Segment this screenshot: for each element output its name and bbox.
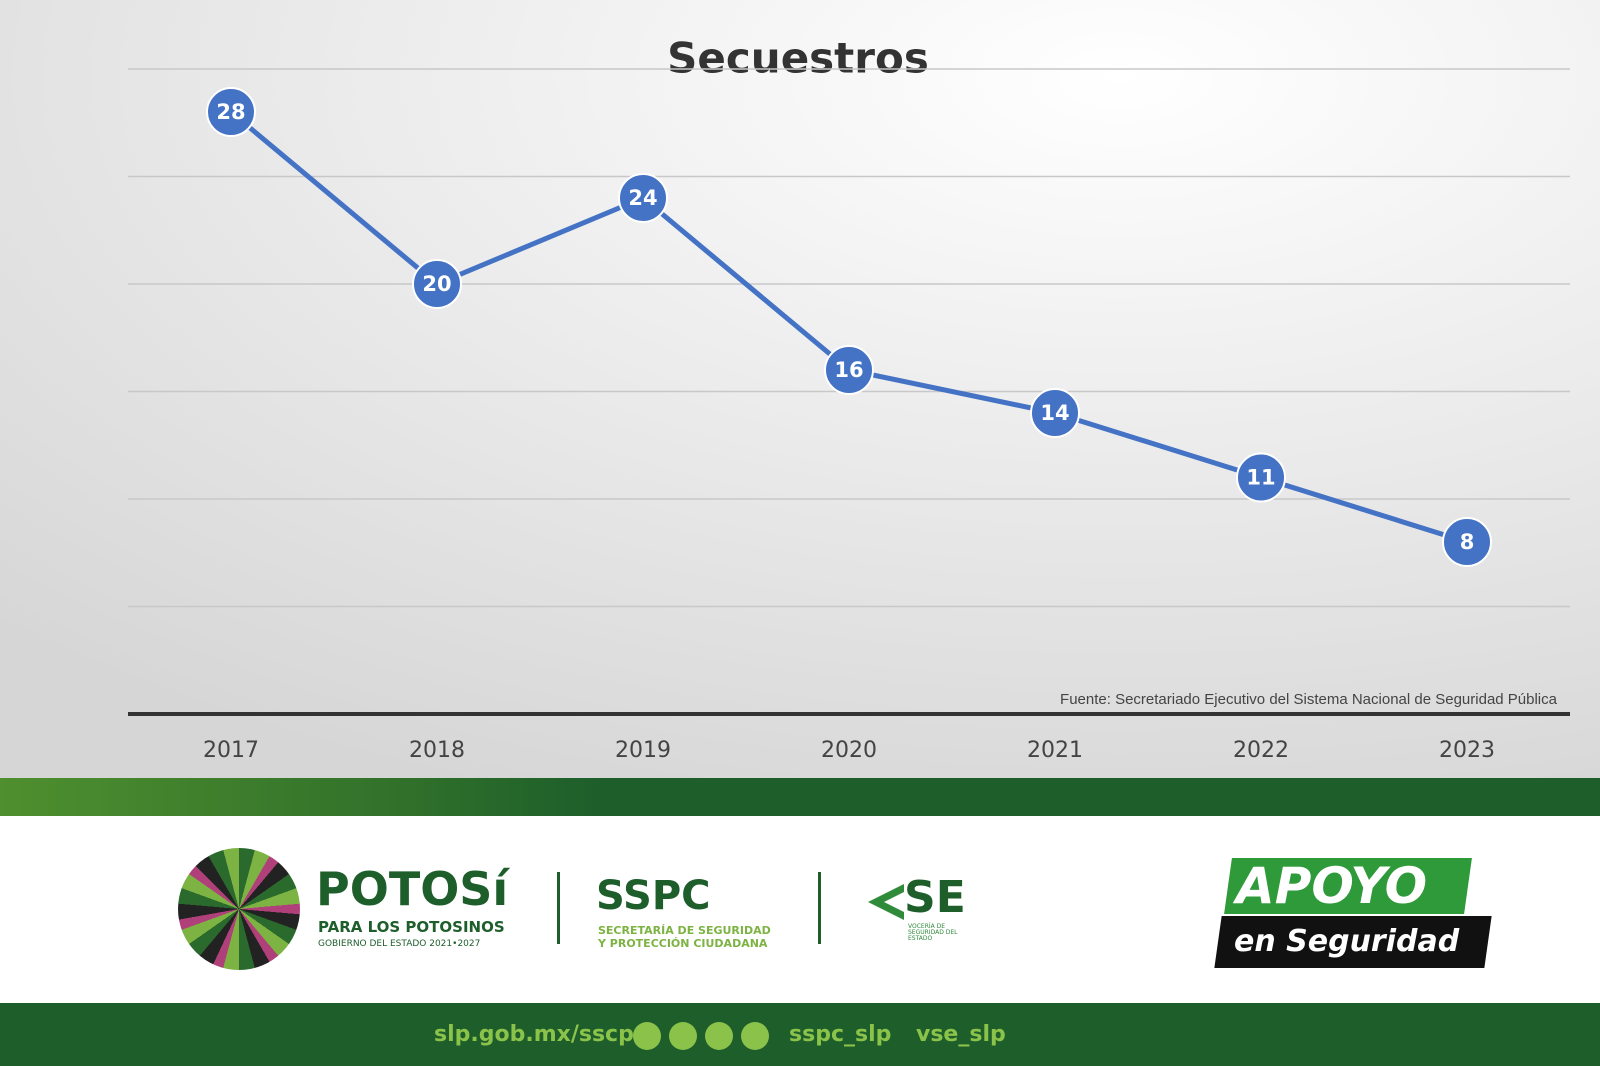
divider: [557, 872, 560, 944]
source-note: Fuente: Secretariado Ejecutivo del Siste…: [1060, 691, 1558, 708]
sspc-sub: SECRETARÍA DE SEGURIDAD: [598, 924, 771, 937]
data-point: [206, 87, 256, 137]
vse-text: SE: [904, 872, 966, 923]
apoyo-sub: en Seguridad: [1234, 924, 1460, 959]
x-tick-label: 2021: [1027, 738, 1083, 763]
data-label: 20: [422, 272, 451, 296]
potosi-text: POTOSí: [316, 862, 509, 916]
x-tick-label: 2020: [821, 738, 877, 763]
x-tick-label: 2022: [1233, 738, 1289, 763]
data-label: 8: [1460, 530, 1475, 554]
data-label: 28: [216, 100, 245, 124]
vse-chevron: [868, 884, 904, 920]
sspc-text: SSPC: [596, 873, 711, 919]
gobierno-text: GOBIERNO DEL ESTADO 2021•2027: [318, 939, 481, 949]
data-point: [1236, 452, 1286, 503]
x-tick-label: 2019: [615, 738, 671, 763]
data-point: [1442, 517, 1492, 567]
data-label: 14: [1040, 401, 1069, 425]
data-point: [618, 173, 668, 223]
x-tick-label: 2023: [1439, 738, 1495, 763]
data-label: 16: [834, 358, 863, 382]
data-label: 11: [1246, 466, 1275, 490]
chart: Secuestros Fuente: Secretariado Ejecutiv…: [0, 0, 1600, 778]
social-icons: [633, 1022, 769, 1050]
data-point: [1030, 388, 1080, 438]
sspc-sub: Y PROTECCIÓN CIUDADANA: [598, 937, 768, 950]
divider: [818, 872, 821, 944]
data-label: 24: [628, 186, 657, 210]
website: slp.gob.mx/sscp: [434, 1022, 634, 1047]
potosi-logo: [178, 848, 300, 970]
chart-title: Secuestros: [667, 34, 929, 83]
handle: vse_slp: [916, 1022, 1006, 1047]
footer-bar: [0, 1003, 1600, 1066]
chart-background: [0, 0, 1600, 778]
data-point: [412, 259, 462, 309]
vse-sub: VOCERÍA DE SEGURIDAD DEL ESTADO: [908, 923, 958, 942]
data-point: [824, 345, 874, 395]
x-tick-label: 2017: [203, 738, 259, 763]
potosi-sub: PARA LOS POTOSINOS: [318, 918, 505, 936]
handle: sspc_slp: [789, 1022, 892, 1047]
green-band: [0, 778, 1600, 816]
x-tick-label: 2018: [409, 738, 465, 763]
apoyo-text: APOYO: [1236, 857, 1428, 915]
